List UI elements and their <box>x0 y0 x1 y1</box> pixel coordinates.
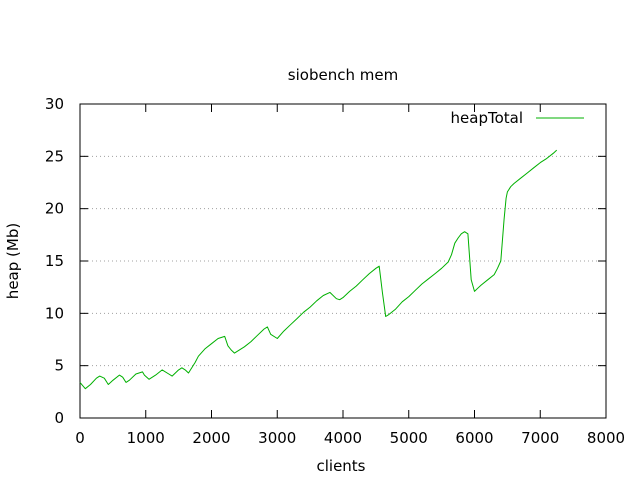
y-tick-label: 0 <box>54 409 64 427</box>
x-tick-label: 1000 <box>127 429 165 447</box>
y-tick-label: 20 <box>45 200 64 218</box>
x-axis-label: clients <box>316 457 365 475</box>
x-tick-label: 0 <box>75 429 85 447</box>
series-line-heapTotal <box>79 149 558 390</box>
axis-ticks: 0 5 10 15 20 25 30 0 1000 2000 3000 4000 5000 6000 700… <box>45 95 625 447</box>
y-tick-label: 30 <box>45 95 64 113</box>
legend: heapTotal <box>451 109 584 127</box>
y-axis-label: heap (Mb) <box>4 223 22 299</box>
x-tick-label: 3000 <box>258 429 296 447</box>
x-tick-label: 6000 <box>455 429 493 447</box>
x-tick-label: 2000 <box>192 429 230 447</box>
x-tick-label: 5000 <box>390 429 428 447</box>
y-tick-label: 15 <box>45 252 64 270</box>
x-tick-label: 8000 <box>587 429 625 447</box>
plot-frame <box>79 103 607 419</box>
y-tick-label: 25 <box>45 147 64 165</box>
x-tick-label: 7000 <box>521 429 559 447</box>
chart-title: siobench mem <box>288 66 398 84</box>
y-tick-label: 5 <box>54 357 64 375</box>
series-layer <box>79 149 558 390</box>
gridlines <box>80 155 606 367</box>
y-tick-label: 10 <box>45 304 64 322</box>
x-tick-label: 4000 <box>324 429 362 447</box>
legend-label-heapTotal: heapTotal <box>451 109 523 127</box>
